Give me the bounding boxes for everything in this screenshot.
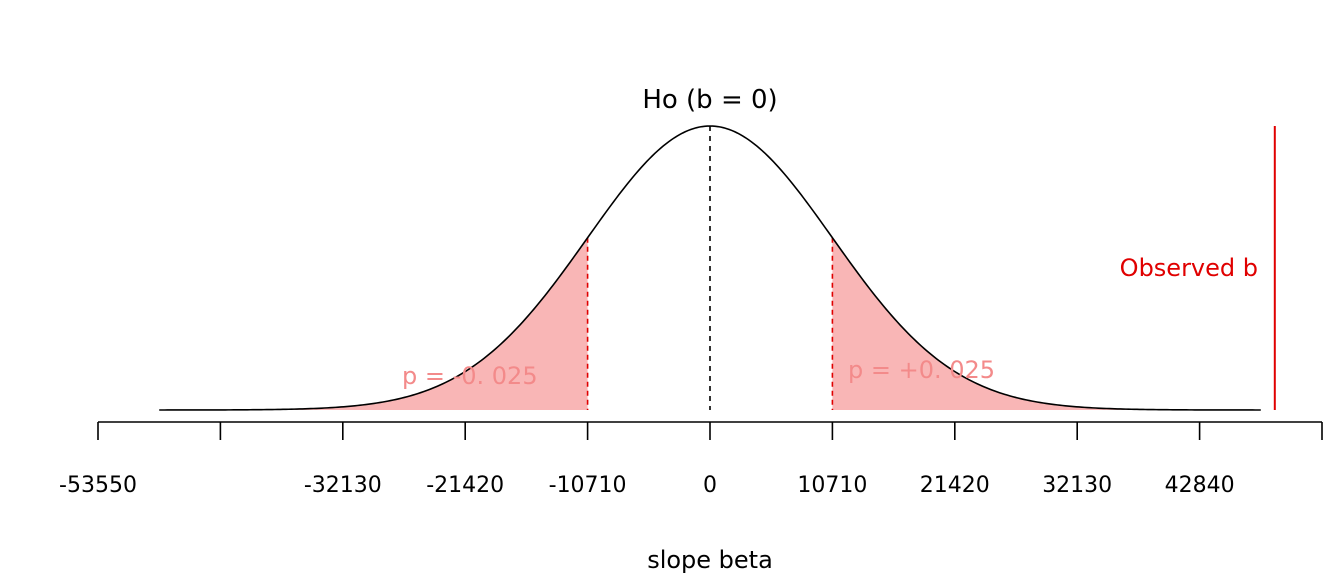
x-tick-label: 10710 (797, 473, 867, 498)
x-tick-label: 32130 (1042, 473, 1112, 498)
x-tick-label: 0 (703, 473, 717, 498)
tail-regions (159, 237, 1261, 410)
chart-title: Ho (b = 0) (642, 85, 777, 115)
right-tail-p-label: p = +0. 025 (848, 356, 995, 384)
x-tick-label: -32130 (304, 473, 382, 498)
left-tail-p-label: p = -0. 025 (402, 362, 538, 390)
x-axis-ticks: -53550 -32130 -21420 -10710 0 10710 21420 32130… (59, 422, 1323, 498)
right-tail-area (832, 237, 1261, 410)
x-tick-label: 42840 (1165, 473, 1235, 498)
left-tail-area (159, 237, 588, 410)
x-tick-label: -21420 (426, 473, 504, 498)
x-tick-label: -10710 (549, 473, 627, 498)
observed-b-label: Observed b (1120, 254, 1258, 282)
x-tick-label: -53550 (59, 473, 137, 498)
x-tick-label: 21420 (920, 473, 990, 498)
x-axis-label: slope beta (647, 546, 773, 574)
